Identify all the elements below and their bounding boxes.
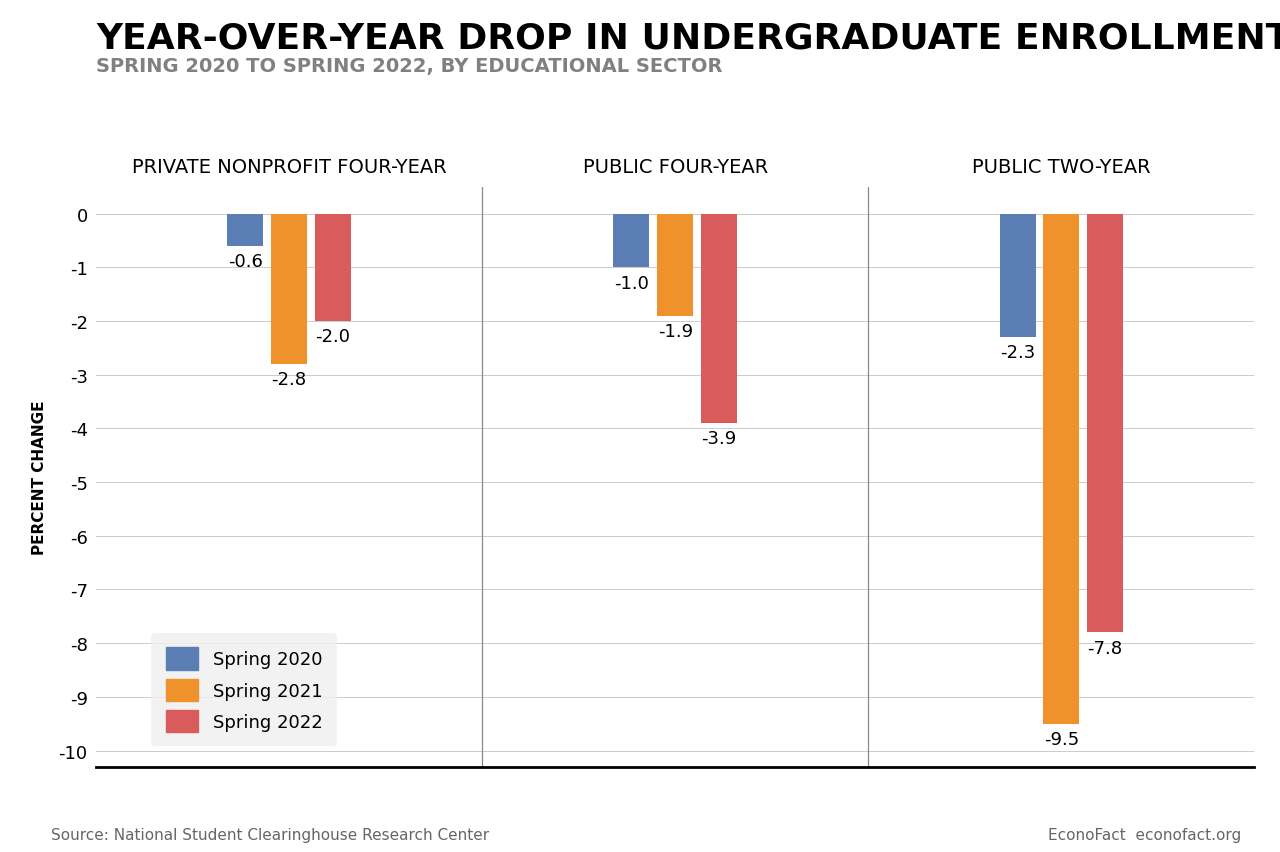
Bar	[315, 214, 351, 321]
Text: -3.9: -3.9	[701, 430, 736, 448]
Text: EconoFact  econofact.org: EconoFact econofact.org	[1048, 826, 1242, 842]
Bar	[613, 214, 649, 268]
Text: SPRING 2020 TO SPRING 2022, BY EDUCATIONAL SECTOR: SPRING 2020 TO SPRING 2022, BY EDUCATION…	[96, 57, 722, 76]
Text: PUBLIC FOUR-YEAR: PUBLIC FOUR-YEAR	[582, 158, 768, 177]
Text: -2.8: -2.8	[271, 371, 307, 389]
Y-axis label: PERCENT CHANGE: PERCENT CHANGE	[32, 400, 47, 555]
Text: YEAR-OVER-YEAR DROP IN UNDERGRADUATE ENROLLMENT: YEAR-OVER-YEAR DROP IN UNDERGRADUATE ENR…	[96, 21, 1280, 55]
Text: -2.3: -2.3	[1000, 344, 1036, 362]
Bar	[1087, 214, 1123, 633]
Bar	[657, 214, 694, 316]
Bar	[1043, 214, 1079, 724]
Bar	[701, 214, 737, 423]
Bar	[1000, 214, 1036, 337]
Bar	[271, 214, 307, 365]
Text: -0.6: -0.6	[228, 253, 262, 271]
Text: -7.8: -7.8	[1088, 639, 1123, 657]
Legend: Spring 2020, Spring 2021, Spring 2022: Spring 2020, Spring 2021, Spring 2022	[151, 633, 337, 746]
Text: -9.5: -9.5	[1043, 730, 1079, 748]
Text: Source: National Student Clearinghouse Research Center: Source: National Student Clearinghouse R…	[51, 826, 489, 842]
Text: PRIVATE NONPROFIT FOUR-YEAR: PRIVATE NONPROFIT FOUR-YEAR	[132, 158, 447, 177]
Text: PUBLIC TWO-YEAR: PUBLIC TWO-YEAR	[972, 158, 1151, 177]
Text: -1.0: -1.0	[614, 274, 649, 292]
Bar	[228, 214, 264, 246]
Text: -2.0: -2.0	[315, 328, 351, 346]
Text: -1.9: -1.9	[658, 323, 692, 341]
